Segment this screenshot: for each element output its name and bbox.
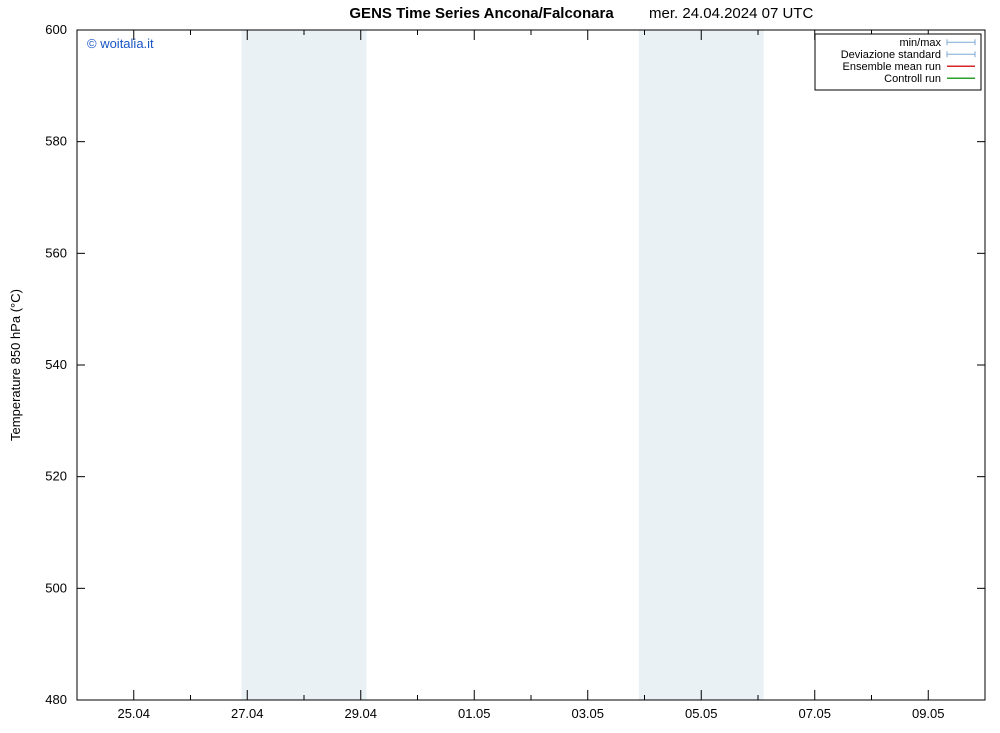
y-axis-label: Temperature 850 hPa (°C) (8, 289, 23, 441)
xtick-label: 07.05 (798, 706, 831, 721)
ytick-label: 540 (45, 357, 67, 372)
legend-label: Deviazione standard (841, 49, 941, 61)
ytick-label: 500 (45, 580, 67, 595)
xtick-label: 01.05 (458, 706, 491, 721)
weekend-shade-1 (639, 30, 764, 700)
xtick-label: 03.05 (571, 706, 604, 721)
xtick-label: 25.04 (117, 706, 150, 721)
legend-label: min/max (899, 37, 941, 49)
chart-date: mer. 24.04.2024 07 UTC (649, 5, 813, 22)
ytick-label: 600 (45, 22, 67, 37)
ytick-label: 480 (45, 692, 67, 707)
xtick-label: 27.04 (231, 706, 264, 721)
watermark: © woitalia.it (87, 36, 154, 51)
ytick-label: 520 (45, 469, 67, 484)
xtick-label: 05.05 (685, 706, 718, 721)
plot-border (77, 30, 985, 700)
ytick-label: 580 (45, 134, 67, 149)
chart-container: GENS Time Series Ancona/Falconara mer. 24… (0, 0, 1000, 733)
xtick-label: 29.04 (344, 706, 377, 721)
chart-svg: GENS Time Series Ancona/Falconara mer. 24… (0, 0, 1000, 733)
ytick-label: 560 (45, 245, 67, 260)
weekend-shade-0 (242, 30, 367, 700)
legend-label: Ensemble mean run (843, 61, 941, 73)
xtick-label: 09.05 (912, 706, 945, 721)
chart-title: GENS Time Series Ancona/Falconara (349, 5, 614, 22)
legend-label: Controll run (884, 73, 941, 85)
